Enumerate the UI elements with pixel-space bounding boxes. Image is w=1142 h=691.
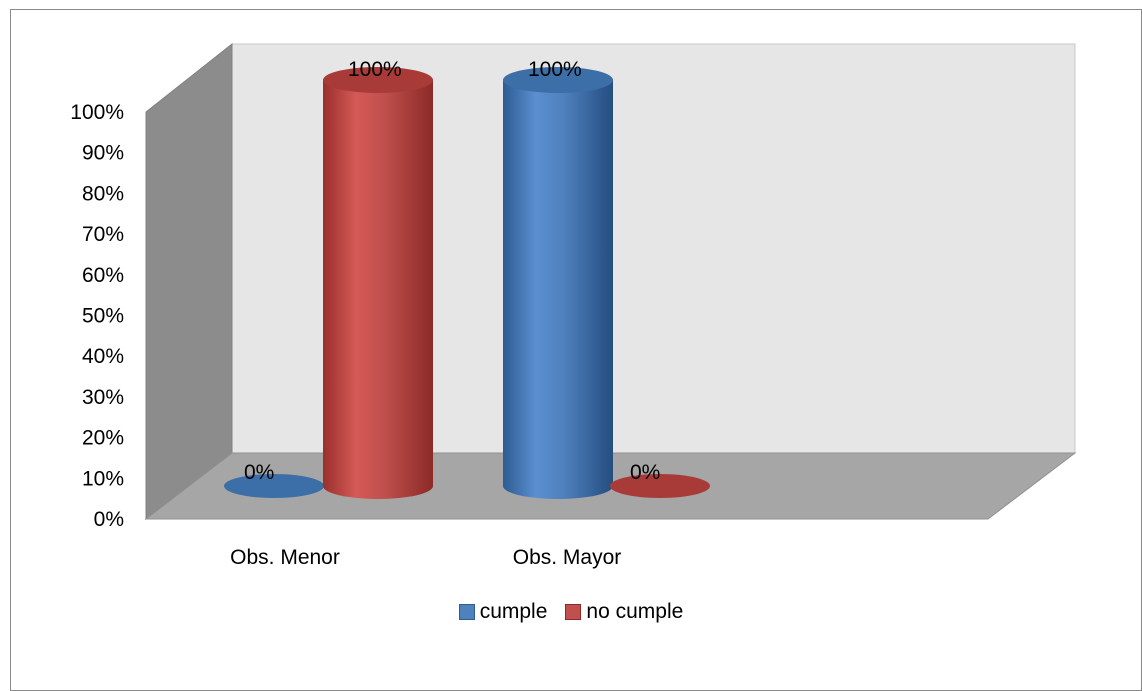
data-label: 100% xyxy=(348,58,402,81)
y-axis-ticks: 0% 10% 20% 30% 40% 50% 60% 70% 80% 90% 100% xyxy=(70,101,124,531)
legend: cumple no cumple xyxy=(0,600,1142,624)
chart-side-wall xyxy=(145,42,233,521)
legend-swatch xyxy=(565,604,582,620)
bar-body xyxy=(503,80,613,499)
bar-top xyxy=(503,67,613,93)
legend-swatch xyxy=(458,604,475,620)
bar-no-cumple-0: 100% xyxy=(323,58,433,499)
chart: 0% 10% 20% 30% 40% 50% 60% 70% 80% 90% 100% 0% 100%… xyxy=(70,42,1077,569)
y-tick-label: 90% xyxy=(82,142,124,165)
bar-flat xyxy=(610,474,710,498)
y-tick-label: 40% xyxy=(82,345,124,368)
bar-body xyxy=(323,80,433,499)
legend-item-no-cumple: no cumple xyxy=(565,600,683,624)
data-label: 100% xyxy=(528,58,582,81)
x-tick-label: Obs. Mayor xyxy=(513,546,622,569)
y-tick-label: 20% xyxy=(82,427,124,450)
y-tick-label: 100% xyxy=(70,101,124,124)
y-tick-label: 70% xyxy=(82,223,124,246)
y-tick-label: 10% xyxy=(82,467,124,490)
chart-bars: 0% 100% 100% 0% xyxy=(224,58,710,499)
x-axis-labels: Obs. Menor Obs. Mayor xyxy=(230,546,621,569)
y-tick-label: 60% xyxy=(82,264,124,287)
bar-cumple-1: 100% xyxy=(503,58,613,499)
data-label: 0% xyxy=(630,461,660,484)
legend-label: no cumple xyxy=(586,600,684,623)
data-label: 0% xyxy=(244,461,274,484)
bar-top xyxy=(323,67,433,93)
y-tick-label: 0% xyxy=(94,508,124,531)
x-tick-label: Obs. Menor xyxy=(230,546,340,569)
legend-item-cumple: cumple xyxy=(458,600,548,624)
bar-flat xyxy=(224,474,324,498)
legend-label: cumple xyxy=(479,600,548,623)
y-tick-label: 50% xyxy=(82,305,124,328)
y-tick-label: 30% xyxy=(82,386,124,409)
bar-no-cumple-1: 0% xyxy=(610,461,710,498)
bar-cumple-0: 0% xyxy=(224,461,324,498)
y-tick-label: 80% xyxy=(82,182,124,205)
